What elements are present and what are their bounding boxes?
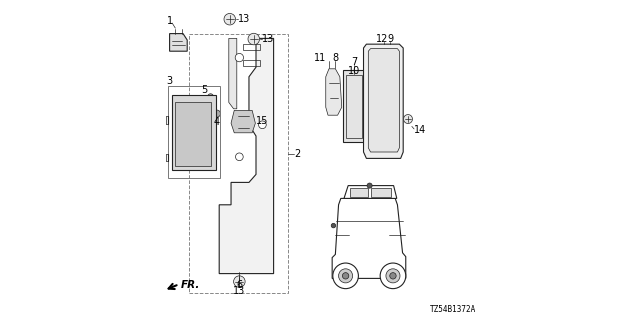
Circle shape xyxy=(386,269,400,283)
Bar xyxy=(346,75,362,138)
Text: 15: 15 xyxy=(256,116,268,126)
Bar xyxy=(243,44,260,50)
Circle shape xyxy=(390,273,396,279)
Text: 2: 2 xyxy=(294,148,301,159)
Text: 1: 1 xyxy=(166,16,173,26)
Circle shape xyxy=(236,153,243,161)
Circle shape xyxy=(380,263,406,289)
Bar xyxy=(175,102,211,166)
Circle shape xyxy=(236,53,244,62)
Text: 13: 13 xyxy=(238,14,250,24)
Text: 7: 7 xyxy=(351,57,357,68)
Polygon shape xyxy=(231,110,255,133)
Polygon shape xyxy=(364,44,403,158)
Circle shape xyxy=(332,223,336,228)
Circle shape xyxy=(339,269,353,283)
Circle shape xyxy=(213,110,220,117)
Bar xyxy=(243,60,260,66)
Text: 13: 13 xyxy=(262,34,274,44)
Polygon shape xyxy=(170,34,187,51)
Circle shape xyxy=(404,115,413,124)
Text: 14: 14 xyxy=(415,124,427,135)
Bar xyxy=(349,188,369,197)
Text: 13: 13 xyxy=(233,285,246,296)
Text: 8: 8 xyxy=(332,53,339,63)
Circle shape xyxy=(333,263,358,289)
Text: 11: 11 xyxy=(314,53,326,63)
Text: 10: 10 xyxy=(348,66,360,76)
Text: 4: 4 xyxy=(214,117,220,127)
Text: 12: 12 xyxy=(376,34,388,44)
Polygon shape xyxy=(229,38,237,109)
Text: 6: 6 xyxy=(236,280,243,290)
Circle shape xyxy=(207,94,214,100)
Circle shape xyxy=(248,33,260,45)
Circle shape xyxy=(224,13,236,25)
Polygon shape xyxy=(369,49,399,152)
Polygon shape xyxy=(332,198,406,278)
Text: FR.: FR. xyxy=(181,280,200,291)
Text: 9: 9 xyxy=(387,34,394,44)
Circle shape xyxy=(259,121,266,129)
Text: 3: 3 xyxy=(166,76,173,86)
Bar xyxy=(371,188,392,197)
Bar xyxy=(189,34,288,293)
Bar xyxy=(343,70,365,142)
Polygon shape xyxy=(219,38,274,274)
Circle shape xyxy=(234,276,245,287)
Bar xyxy=(168,86,220,178)
Text: 5: 5 xyxy=(201,85,207,95)
Polygon shape xyxy=(326,69,342,115)
Polygon shape xyxy=(344,186,397,198)
Circle shape xyxy=(367,183,372,188)
Circle shape xyxy=(342,273,349,279)
Bar xyxy=(172,95,216,170)
Text: TZ54B1372A: TZ54B1372A xyxy=(430,305,476,314)
